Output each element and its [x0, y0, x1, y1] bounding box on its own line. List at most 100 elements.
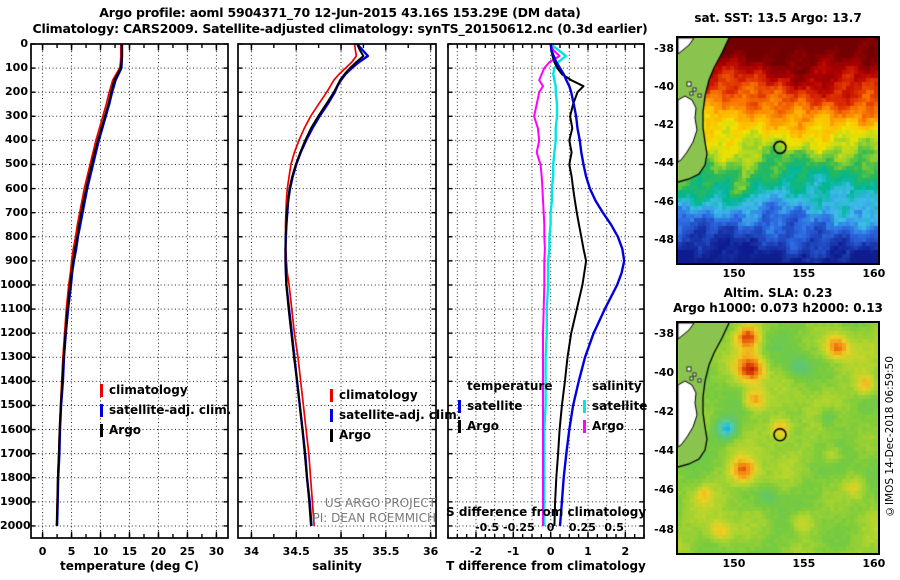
satellite-adj-line-swatch	[100, 403, 103, 417]
legend-item-satellite-adj: satellite-adj. clim.	[100, 403, 231, 417]
tick-label: 1	[584, 545, 592, 558]
tick-label: 36	[422, 545, 439, 558]
satellite-s-line-swatch	[583, 399, 586, 413]
tick-label: 2000	[0, 518, 31, 532]
tick-label: 0	[546, 545, 555, 558]
tick-label: 150	[722, 267, 746, 280]
legend-label: satellite	[467, 399, 523, 413]
panel-box	[447, 43, 645, 539]
legend-label: satellite	[592, 399, 648, 413]
page-title: Argo profile: aoml 5904371_70 12-Jun-201…	[99, 5, 581, 20]
tick-label: -0.25	[503, 521, 535, 534]
sst-map-title: sat. SST: 13.5 Argo: 13.7	[694, 11, 862, 25]
tick-label: 1400	[0, 374, 31, 388]
tick-label: 34.5	[282, 545, 310, 558]
legend-item-argo: Argo	[330, 428, 461, 442]
watermark-line2: PI: DEAN ROEMMICH	[312, 511, 436, 525]
tick-label: 1700	[0, 446, 31, 460]
tick-label: 100	[5, 61, 28, 75]
tick-label: -38	[654, 326, 674, 340]
tick-label: 1900	[0, 494, 31, 508]
legend-header-temperature: temperature	[467, 379, 553, 393]
satellite-adj-line-swatch	[330, 408, 333, 422]
tick-label: 0	[546, 521, 555, 534]
tick-label: 700	[5, 205, 28, 219]
tick-label: 1500	[0, 398, 31, 412]
tick-label: 150	[722, 557, 746, 570]
argo-line-swatch	[100, 423, 103, 437]
tick-label: -44	[654, 156, 674, 170]
tick-label: 34	[243, 545, 260, 558]
tick-label: -38	[654, 41, 674, 55]
profile-line	[284, 43, 370, 527]
legend-item-argo-t: Argo	[458, 419, 552, 433]
profile-line	[55, 44, 122, 527]
difference-temperature-legend: temperature satellite Argo	[458, 379, 552, 433]
legend-label: satellite-adj. clim.	[109, 403, 232, 417]
tick-label: 1200	[0, 326, 31, 340]
profile-line	[549, 43, 626, 527]
tick-label: -40	[654, 79, 674, 93]
tick-label: -2	[469, 545, 483, 558]
tick-label: -42	[654, 405, 674, 419]
tick-label: 1300	[0, 350, 31, 364]
temperature-axis-label: temperature (deg C)	[60, 559, 199, 573]
tick-label: -46	[654, 194, 674, 208]
tick-label: 155	[792, 557, 816, 570]
legend-item-climatology: climatology	[330, 388, 461, 402]
tick-label: 2	[621, 545, 630, 558]
panel-box	[237, 43, 437, 539]
tick-label: -44	[654, 444, 674, 458]
tick-label: -1	[507, 545, 520, 558]
tick-label: -48	[654, 522, 674, 536]
tick-label: 30	[208, 545, 225, 558]
legend-label: Argo	[592, 419, 625, 433]
legend-item-satellite-adj: satellite-adj. clim.	[330, 408, 461, 422]
tick-label: 160	[862, 557, 886, 570]
project-watermark: US ARGO PROJECT PI: DEAN ROEMMICH	[256, 496, 436, 526]
tick-label: 0	[20, 37, 28, 50]
t-difference-axis-label: T difference from climatology	[446, 559, 646, 573]
sla-map-title-line2: Argo h1000: 0.073 h2000: 0.13	[673, 301, 883, 315]
tick-label: 400	[5, 133, 28, 147]
sst-map	[676, 36, 880, 265]
salinity-axis-label: salinity	[312, 559, 362, 573]
profile-line	[284, 43, 358, 527]
legend-item-argo: Argo	[100, 423, 231, 437]
satellite-t-line-swatch	[458, 399, 461, 413]
tick-label: 5	[67, 545, 76, 558]
tick-label: 0.5	[604, 521, 624, 534]
tick-label: 25	[179, 545, 196, 558]
legend-item-climatology: climatology	[100, 383, 231, 397]
tick-label: 0.25	[568, 521, 596, 534]
legend-label: climatology	[339, 388, 418, 402]
profile-line	[284, 43, 365, 527]
tick-label: 800	[5, 229, 28, 243]
legend-item-satellite-s: satellite	[583, 399, 647, 413]
legend-label: climatology	[109, 383, 188, 397]
s-difference-axis-label: S difference from climatology	[446, 505, 647, 519]
legend-header-salinity: salinity	[592, 379, 642, 393]
climatology-line-swatch	[330, 388, 333, 402]
tick-label: 200	[5, 85, 28, 99]
argo-line-swatch	[330, 428, 333, 442]
tick-label: 600	[5, 181, 28, 195]
tick-label: -42	[654, 118, 674, 132]
temperature-panel-legend: climatology satellite-adj. clim. Argo	[100, 383, 231, 437]
tick-label: -48	[654, 233, 674, 247]
sla-map-title-line1: Altim. SLA: 0.23	[723, 286, 833, 300]
tick-label: 900	[5, 253, 28, 267]
sla-map	[676, 321, 880, 555]
page-subtitle: Climatology: CARS2009. Satellite-adjuste…	[32, 21, 648, 36]
legend-item-argo-s: Argo	[583, 419, 647, 433]
tick-label: 160	[862, 267, 886, 280]
legend-item-satellite-t: satellite	[458, 399, 552, 413]
argo-t-line-swatch	[458, 419, 461, 433]
tick-label: 0	[38, 545, 47, 558]
tick-label: 35	[333, 545, 349, 558]
profile-line	[55, 44, 123, 527]
profile-line	[533, 43, 561, 526]
tick-label: 155	[792, 267, 816, 280]
legend-label: satellite-adj. clim.	[339, 408, 462, 422]
